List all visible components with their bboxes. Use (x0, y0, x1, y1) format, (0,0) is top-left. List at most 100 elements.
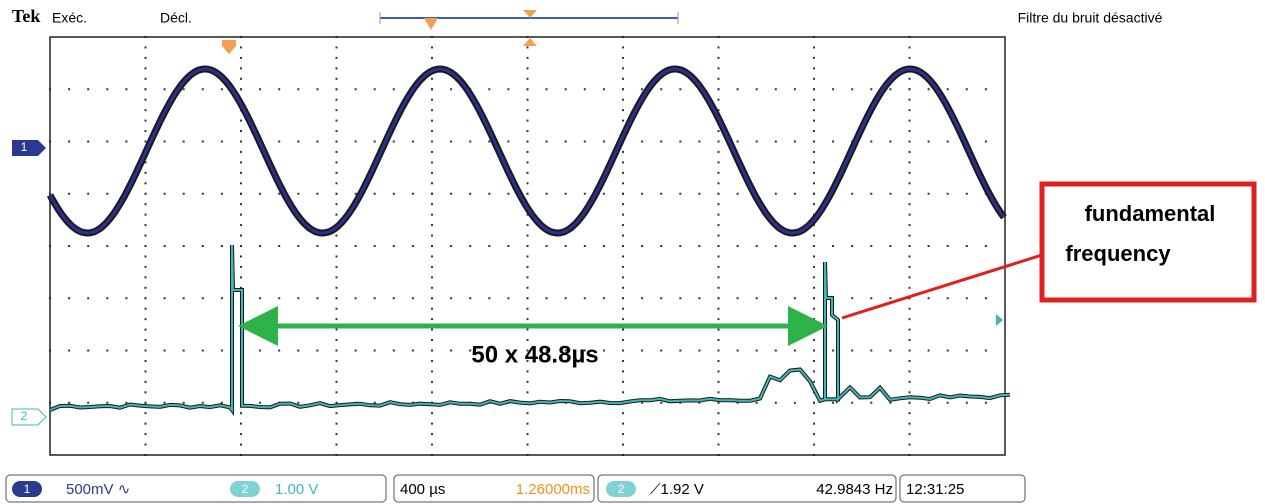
grid-dot (527, 276, 529, 278)
grid-dot (584, 193, 586, 195)
grid-dot (622, 172, 624, 174)
grid-dot (718, 67, 720, 69)
grid-dot (431, 245, 433, 247)
grid-dot (336, 172, 338, 174)
grid-dot (889, 88, 891, 90)
grid-dot (947, 245, 949, 247)
grid-dot (240, 46, 242, 48)
grid-dot (813, 433, 815, 435)
grid-dot (909, 203, 911, 205)
grid-dot (985, 141, 987, 143)
grid-dot (297, 193, 299, 195)
grid-dot (221, 88, 223, 90)
status-bar: 1 500mV ∿ 2 1.00 V 400 µs 1.26000ms 2 ⟋1… (6, 475, 1025, 502)
grid-dot (813, 46, 815, 48)
trigger-badge-label: 2 (618, 482, 625, 496)
grid-dot (909, 235, 911, 237)
grid-dot (698, 193, 700, 195)
grid-dot (431, 214, 433, 216)
grid-dot (450, 245, 452, 247)
grid-dot (660, 245, 662, 247)
grid-dot (527, 109, 529, 111)
grid-dot (928, 297, 930, 299)
grid-dot (737, 193, 739, 195)
grid-dot (374, 141, 376, 143)
grid-dot (87, 402, 89, 404)
grid-dot (718, 130, 720, 132)
grid-dot (145, 182, 147, 184)
grid-dot (336, 318, 338, 320)
grid-dot (240, 235, 242, 237)
grid-dot (355, 141, 357, 143)
grid-dot (336, 444, 338, 446)
grid-dot (966, 193, 968, 195)
grid-dot (336, 151, 338, 153)
grid-dot (68, 141, 70, 143)
grid-dot (851, 297, 853, 299)
grid-dot (909, 99, 911, 101)
grid-dot (527, 78, 529, 80)
grid-dot (813, 172, 815, 174)
grid-dot (336, 161, 338, 163)
grid-dot (794, 297, 796, 299)
grid-dot (756, 245, 758, 247)
grid-dot (851, 245, 853, 247)
grid-dot (336, 370, 338, 372)
grid-dot (909, 46, 911, 48)
grid-dot (68, 402, 70, 404)
position: 1.26000ms (516, 481, 590, 498)
grid-dot (813, 151, 815, 153)
grid-dot (813, 161, 815, 163)
grid-dot (718, 172, 720, 174)
grid-dot (718, 224, 720, 226)
grid-dot (527, 329, 529, 331)
grid-dot (698, 350, 700, 352)
noise-filter: Filtre du bruit désactivé (1018, 10, 1163, 26)
grid-dot (240, 67, 242, 69)
grid-dot (183, 88, 185, 90)
grid-dot (336, 350, 338, 352)
grid-dot (297, 141, 299, 143)
grid-dot (164, 297, 166, 299)
grid-dot (527, 88, 529, 90)
grid-dot (947, 350, 949, 352)
grid-dot (240, 182, 242, 184)
grid-dot (622, 381, 624, 383)
grid-dot (145, 350, 147, 352)
run-state: Exéc. (52, 10, 87, 26)
grid-dot (469, 245, 471, 247)
grid-dot (947, 88, 949, 90)
grid-dot (527, 297, 529, 299)
grid-dot (813, 130, 815, 132)
grid-dot (718, 182, 720, 184)
grid-dot (718, 203, 720, 205)
grid-dot (240, 88, 242, 90)
grid-dot (145, 172, 147, 174)
grid-dot (527, 235, 529, 237)
grid-dot (336, 109, 338, 111)
grid-dot (431, 141, 433, 143)
grid-dot (584, 88, 586, 90)
grid-dot (336, 245, 338, 247)
grid-dot (698, 245, 700, 247)
grid-dot (813, 381, 815, 383)
grid-dot (775, 297, 777, 299)
grid-dot (909, 141, 911, 143)
grid-dot (966, 402, 968, 404)
grid-dot (278, 88, 280, 90)
grid-dot (813, 402, 815, 404)
grid-dot (622, 224, 624, 226)
grid-dot (622, 120, 624, 122)
grid-dot (889, 245, 891, 247)
grid-dot (240, 130, 242, 132)
grid-dot (718, 329, 720, 331)
grid-dot (565, 193, 567, 195)
grid-dot (909, 433, 911, 435)
grid-dot (775, 141, 777, 143)
grid-dot (909, 381, 911, 383)
grid-dot (145, 255, 147, 257)
grid-dot (794, 141, 796, 143)
grid-dot (431, 370, 433, 372)
grid-dot (947, 193, 949, 195)
grid-dot (813, 297, 815, 299)
